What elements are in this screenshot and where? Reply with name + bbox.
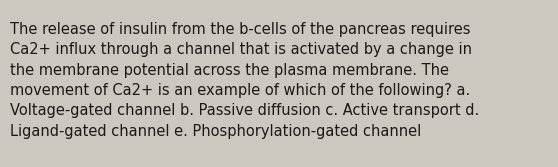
Text: The release of insulin from the b-cells of the pancreas requires
Ca2+ influx thr: The release of insulin from the b-cells …	[10, 22, 479, 139]
